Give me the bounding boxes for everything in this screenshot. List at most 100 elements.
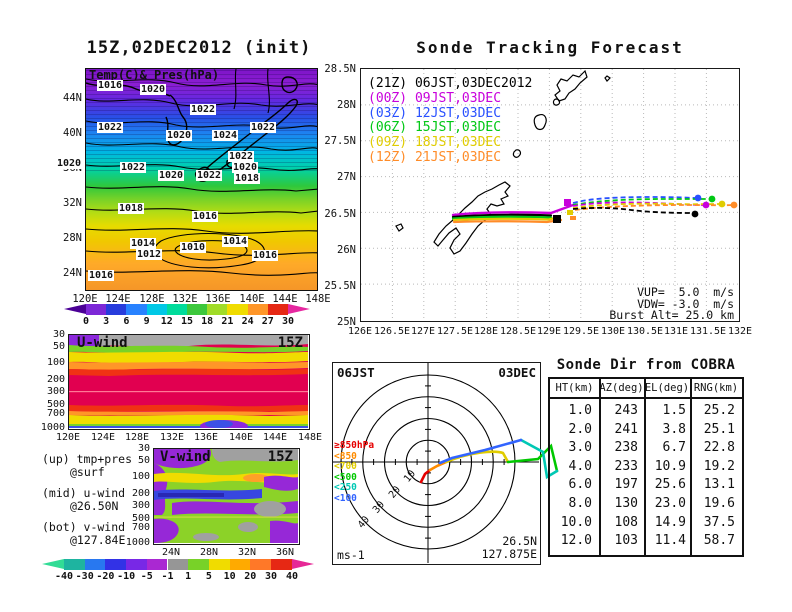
colorbar-tick: 1 bbox=[185, 571, 192, 582]
lon-tick: 132E bbox=[172, 293, 198, 305]
pressure-label: 1016 bbox=[88, 270, 115, 281]
lat-tick: 25.5N bbox=[324, 280, 356, 292]
colorbar-tick: 9 bbox=[143, 316, 150, 327]
column-divider bbox=[690, 379, 692, 555]
hodograph-unit: ms-1 bbox=[337, 548, 365, 562]
p-tick: 500 bbox=[46, 399, 65, 410]
panel-note-up: (up) tmp+pres bbox=[42, 452, 133, 466]
lon-tick: 127E bbox=[410, 326, 436, 337]
table-header: RNG(km) bbox=[693, 382, 739, 394]
colorbar-segment bbox=[105, 559, 127, 570]
colorbar-segment bbox=[271, 559, 292, 570]
colorbar-arrow-left bbox=[42, 559, 64, 569]
tracking-title: Sonde Tracking Forecast bbox=[416, 38, 684, 57]
lat-tick: 24N bbox=[161, 547, 181, 558]
table-cell: 241 bbox=[614, 421, 638, 437]
lat-tick: 36N bbox=[275, 547, 295, 558]
table-header: AZ(deg) bbox=[599, 382, 644, 394]
lon-tick: 131E bbox=[663, 326, 689, 337]
pressure-label: 1016 bbox=[192, 211, 219, 222]
lon-tick: 136E bbox=[193, 432, 219, 443]
table-cell: 25.6 bbox=[654, 477, 686, 493]
lat-tick: 32N bbox=[63, 197, 82, 209]
colorbar-tick: -1 bbox=[161, 571, 174, 582]
lon-tick: 127.5E bbox=[436, 326, 474, 337]
colorbar-tick: 10 bbox=[223, 571, 236, 582]
layer-legend-entry: <250 bbox=[334, 482, 357, 493]
colorbar-tick: -5 bbox=[140, 571, 153, 582]
vwind-time: 15Z bbox=[267, 449, 293, 465]
colorbar-segment bbox=[84, 559, 106, 570]
uwind-field bbox=[69, 335, 308, 432]
lon-tick: 120E bbox=[72, 293, 98, 305]
p-tick: 100 bbox=[46, 357, 65, 368]
hodograph-trace bbox=[419, 438, 559, 484]
colorbar-segment bbox=[167, 559, 189, 570]
site-lon: 127.875E bbox=[481, 547, 537, 561]
colorbar-segment bbox=[187, 304, 208, 315]
pressure-label: 1020 bbox=[158, 170, 185, 181]
lat-tick: 27N bbox=[337, 171, 356, 183]
layer-legend-entry: <500 bbox=[334, 471, 357, 483]
pressure-label: 1024 bbox=[212, 130, 239, 141]
table-cell: 130 bbox=[614, 496, 638, 511]
table-cell: 23.0 bbox=[654, 496, 686, 511]
legend-entry: (12Z) 21JST,03DEC bbox=[368, 150, 502, 165]
p-tick: 1000 bbox=[125, 537, 150, 548]
colorbar-segment bbox=[250, 559, 271, 570]
header-divider bbox=[550, 397, 742, 399]
lat-tick: 28N bbox=[63, 232, 82, 244]
colorbar-segment bbox=[247, 304, 268, 315]
p-tick: 200 bbox=[46, 374, 65, 385]
lon-tick: 132E bbox=[159, 432, 185, 443]
lon-tick: 126.5E bbox=[373, 326, 411, 337]
table-cell: 22.8 bbox=[703, 440, 735, 456]
pressure-label: 1020 bbox=[166, 130, 193, 141]
sonde-table: HT(km) AZ(deg) EL(deg) RNG(km) 1.0 243 1… bbox=[548, 377, 744, 557]
colorbar-tick: 6 bbox=[123, 316, 130, 327]
table-cell: 243 bbox=[614, 403, 638, 418]
table-header: HT(km) bbox=[555, 382, 594, 394]
uwind-time: 15Z bbox=[277, 335, 303, 351]
colorbar-tick: -20 bbox=[96, 571, 115, 582]
legend-entry: (03Z) 12JST,03DEC bbox=[368, 105, 502, 121]
p-tick: 50 bbox=[137, 455, 150, 466]
lon-tick: 136E bbox=[205, 293, 231, 305]
pressure-label: 1022 bbox=[120, 162, 147, 173]
table-cell: 2.0 bbox=[568, 421, 592, 437]
lat-tick: 28N bbox=[199, 547, 219, 558]
colorbar-segment bbox=[146, 304, 167, 315]
p-tick: 200 bbox=[131, 488, 150, 499]
lat-tick: 28N bbox=[337, 99, 356, 111]
field-label: Temp(C)& Pres(hPa) bbox=[89, 68, 220, 82]
hodograph-date: 03DEC bbox=[498, 365, 536, 380]
track-bundle bbox=[451, 203, 575, 224]
table-header: EL(deg) bbox=[644, 382, 690, 394]
track-marker bbox=[553, 215, 561, 223]
colorbar-segment bbox=[126, 304, 147, 315]
tracking-plot bbox=[360, 68, 740, 322]
colorbar-segment bbox=[106, 304, 127, 315]
legend-entry: (09Z) 18JST,03DEC bbox=[368, 135, 502, 151]
lat-tick: 44N bbox=[63, 92, 82, 104]
pressure-label: 1022 bbox=[97, 122, 124, 133]
pressure-label: 1018 bbox=[234, 173, 261, 184]
table-cell: 1.0 bbox=[568, 403, 592, 418]
track-marker bbox=[570, 216, 576, 220]
lon-tick: 148E bbox=[297, 432, 323, 443]
colorbar-tick: -40 bbox=[54, 571, 74, 582]
p-tick: 1000 bbox=[40, 422, 65, 433]
colorbar-tick: 27 bbox=[261, 316, 274, 327]
table-cell: 6.0 bbox=[568, 477, 592, 493]
colorbar-tick: 3 bbox=[103, 316, 110, 327]
vdw-annotation: VDW= -3.0 m/s bbox=[637, 296, 734, 311]
hodograph-plot bbox=[332, 362, 559, 565]
lat-tick: 24N bbox=[63, 267, 82, 279]
pressure-label: 1020 bbox=[232, 162, 259, 173]
pressure-label: 1022 bbox=[196, 170, 223, 181]
panel-note-up-detail: @surf bbox=[70, 465, 105, 479]
table-cell: 19.6 bbox=[703, 496, 735, 511]
colorbar-segment bbox=[188, 559, 209, 570]
colorbar-arrow-right bbox=[292, 559, 314, 569]
